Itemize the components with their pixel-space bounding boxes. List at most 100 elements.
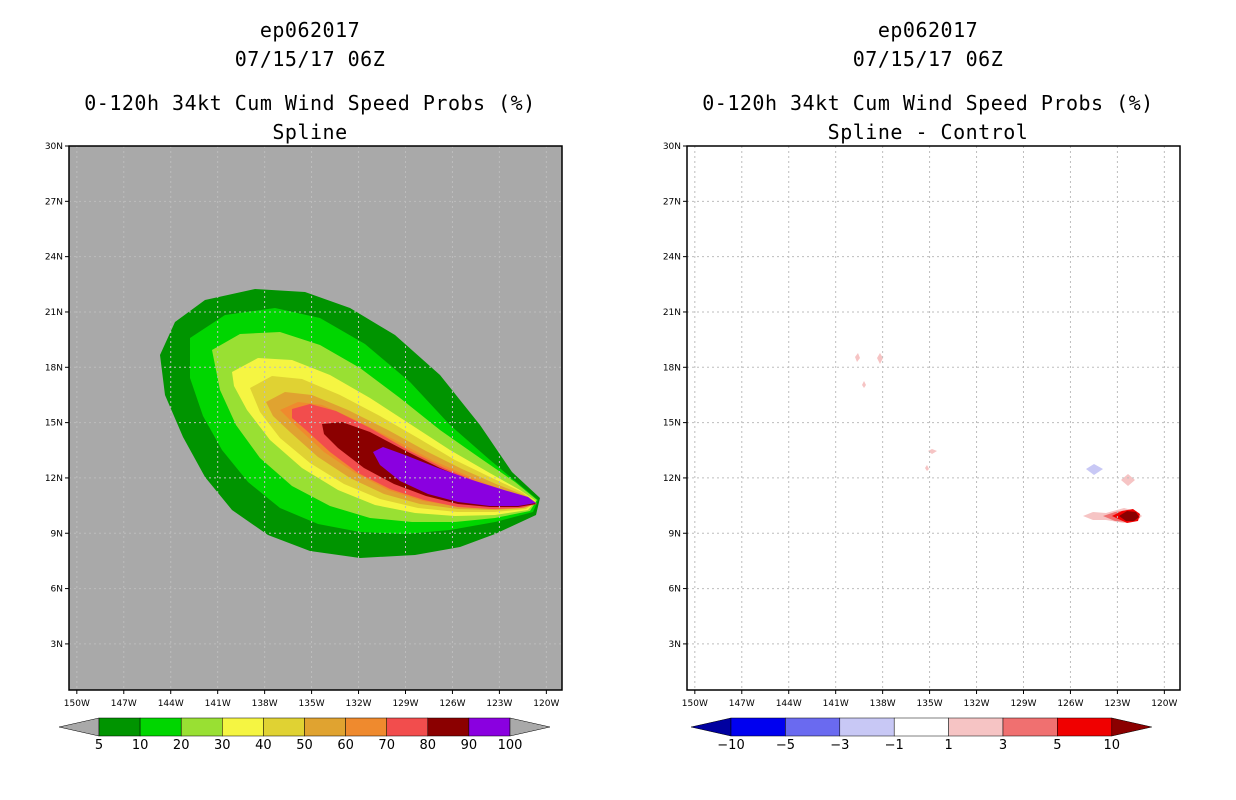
x-tick-label: 141W (205, 699, 231, 709)
y-tick-label: 15N (663, 419, 681, 429)
y-tick-label: 12N (663, 474, 681, 484)
right-title-storm-id: ep062017 (877, 18, 979, 42)
y-tick-label: 18N (45, 363, 63, 373)
colorbar-left-triangle (690, 717, 732, 737)
colorbar-swatch (427, 717, 470, 737)
y-tick-label: 6N (51, 585, 63, 595)
colorbar-label: 40 (255, 738, 272, 753)
colorbar-label: 5 (95, 738, 103, 753)
x-tick-label: 147W (729, 699, 755, 709)
colorbar-swatch (1057, 717, 1113, 737)
left-map-panel: 150W 147W 144W 141W 138W 135W 132W 129W 126W 123W… (45, 142, 563, 753)
x-tick-label: 126W (1057, 699, 1083, 709)
y-tick-label: 24N (45, 253, 63, 263)
diff-blob-negative (1086, 464, 1103, 475)
prob-contour-90 (373, 447, 536, 506)
diff-blob-positive (1119, 511, 1139, 521)
colorbar-label: 100 (498, 738, 523, 753)
colorbar-label: 1 (944, 738, 952, 753)
y-tick-label: 3N (51, 640, 63, 650)
right-title-method: Spline - Control (827, 120, 1029, 144)
colorbar-swatch (222, 717, 264, 737)
colorbar-left-triangle (58, 717, 100, 737)
diff-blob-positive (1121, 474, 1135, 486)
right-map-background (687, 146, 1180, 690)
y-tick-label: 30N (45, 142, 63, 152)
y-tick-label: 9N (669, 529, 681, 539)
colorbar-label: 60 (337, 738, 354, 753)
x-tick-label: 141W (823, 699, 849, 709)
y-tick-label: 24N (663, 253, 681, 263)
x-tick-label: 123W (1104, 699, 1130, 709)
y-tick-label: 30N (663, 142, 681, 152)
left-title-product: 0-120h 34kt Cum Wind Speed Probs (%) (84, 91, 536, 115)
colorbar-label: −10 (717, 738, 744, 753)
colorbar-swatch (785, 717, 841, 737)
colorbar-swatch (345, 717, 387, 737)
x-tick-label: 135W (299, 699, 325, 709)
y-tick-label: 9N (51, 529, 63, 539)
x-tick-label: 150W (64, 699, 90, 709)
colorbar-swatch (468, 717, 511, 737)
colorbar-label: 30 (214, 738, 231, 753)
right-axis-ticks: 150W 147W 144W 141W 138W 135W 132W 129W 126W 123W… (663, 142, 1178, 709)
x-tick-label: 138W (252, 699, 278, 709)
left-colorbar: 5 10 20 30 40 50 60 70 80 90 100 (58, 717, 551, 753)
x-tick-label: 144W (776, 699, 802, 709)
colorbar-label: −3 (830, 738, 849, 753)
x-tick-label: 120W (533, 699, 559, 709)
left-title-storm-id: ep062017 (259, 18, 361, 42)
diff-blob-positive (925, 465, 929, 471)
colorbar-label: 3 (999, 738, 1007, 753)
x-tick-label: 147W (111, 699, 137, 709)
x-tick-label: 120W (1151, 699, 1177, 709)
y-tick-label: 3N (669, 640, 681, 650)
right-map-frame (686, 145, 1181, 691)
colorbar-swatch (180, 717, 223, 737)
y-tick-label: 15N (45, 419, 63, 429)
diff-blob-positive (862, 381, 866, 388)
left-title-method: Spline (272, 120, 348, 144)
colorbar-label: 90 (461, 738, 478, 753)
colorbar-label: 10 (1104, 738, 1121, 753)
y-tick-label: 21N (663, 308, 681, 318)
colorbar-label: 5 (1053, 738, 1061, 753)
y-tick-label: 27N (663, 197, 681, 207)
right-colorbar: −10 −5 −3 −1 1 3 5 10 (690, 717, 1152, 753)
y-tick-label: 27N (45, 197, 63, 207)
colorbar-swatch (263, 717, 305, 737)
x-tick-label: 129W (392, 699, 418, 709)
colorbar-swatch (839, 717, 895, 737)
y-tick-label: 12N (45, 474, 63, 484)
x-tick-label: 138W (870, 699, 896, 709)
left-map-gridlines (69, 145, 562, 690)
colorbar-swatch (893, 717, 949, 737)
colorbar-right-triangle (1111, 717, 1152, 737)
right-difference-contours (855, 353, 1142, 523)
x-tick-label: 123W (486, 699, 512, 709)
x-tick-label: 144W (158, 699, 184, 709)
colorbar-swatch (1002, 717, 1058, 737)
colorbar-swatch (139, 717, 182, 737)
x-tick-label: 132W (346, 699, 372, 709)
colorbar-swatch (730, 717, 786, 737)
colorbar-swatch (98, 717, 141, 737)
left-title-datetime: 07/15/17 06Z (234, 47, 386, 71)
colorbar-swatch (386, 717, 429, 737)
colorbar-right-triangle (509, 717, 551, 737)
x-tick-label: 150W (682, 699, 708, 709)
colorbar-swatch (304, 717, 346, 737)
colorbar-label: −5 (776, 738, 795, 753)
y-tick-label: 18N (663, 363, 681, 373)
left-map-frame (68, 145, 563, 691)
diff-blob-positive (877, 353, 883, 364)
colorbar-label: 20 (173, 738, 190, 753)
right-title-datetime: 07/15/17 06Z (852, 47, 1004, 71)
x-tick-label: 129W (1010, 699, 1036, 709)
x-tick-label: 135W (917, 699, 943, 709)
diff-blob-positive (855, 353, 860, 362)
x-tick-label: 126W (439, 699, 465, 709)
colorbar-label: −1 (885, 738, 904, 753)
colorbar-label: 10 (132, 738, 149, 753)
